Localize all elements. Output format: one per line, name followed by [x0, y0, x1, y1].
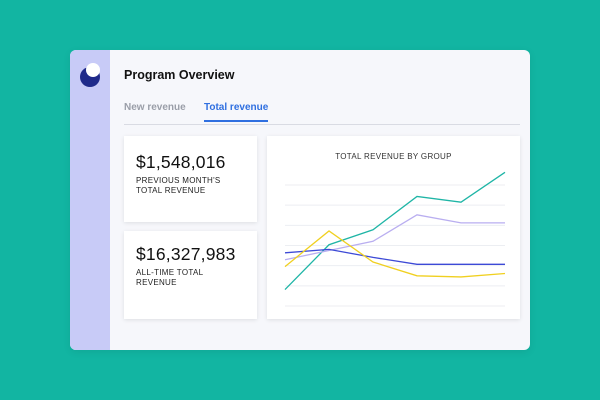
tab-bar: New revenue Total revenue: [124, 100, 520, 125]
app-window: Program Overview New revenue Total reven…: [70, 50, 530, 350]
chart-series-line-1: [284, 171, 506, 291]
revenue-chart-card: TOTAL REVENUE BY GROUP: [267, 136, 520, 319]
main-panel: Program Overview New revenue Total reven…: [110, 50, 530, 350]
sidebar: [70, 50, 110, 350]
tab-total-revenue[interactable]: Total revenue: [204, 102, 269, 122]
stat-label: PREVIOUS MONTH'S TOTAL REVENUE: [136, 176, 221, 195]
page-title: Program Overview: [124, 68, 235, 82]
stat-card-previous-month: $1,548,016 PREVIOUS MONTH'S TOTAL REVENU…: [124, 136, 257, 222]
chart-series-line-4: [284, 230, 506, 278]
stat-label: ALL-TIME TOTAL REVENUE: [136, 268, 204, 287]
chart-series-line-2: [284, 214, 505, 261]
stat-card-all-time: $16,327,983 ALL-TIME TOTAL REVENUE: [124, 231, 257, 319]
brand-logo-icon[interactable]: [79, 62, 101, 88]
tab-new-revenue[interactable]: New revenue: [124, 102, 186, 113]
stat-value: $1,548,016: [136, 152, 226, 172]
chart-series-line-3: [284, 248, 505, 265]
chart-title: TOTAL REVENUE BY GROUP: [335, 152, 452, 161]
stat-value: $16,327,983: [136, 244, 236, 264]
revenue-line-chart: [284, 171, 506, 307]
